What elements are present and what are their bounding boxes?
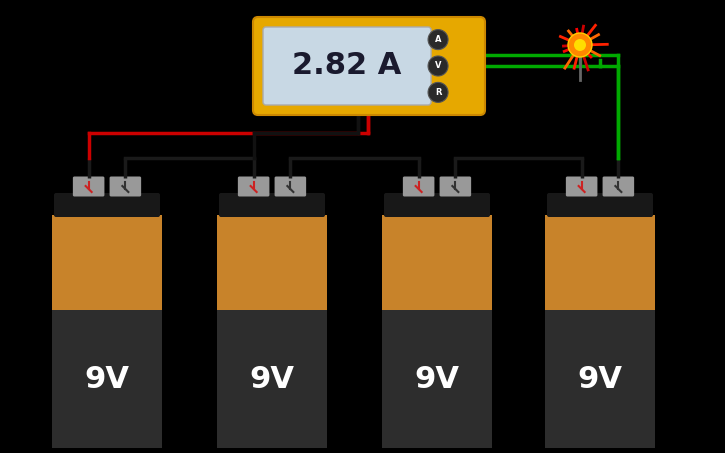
Text: 9V: 9V [85,365,130,394]
FancyBboxPatch shape [72,177,104,197]
Bar [545,310,655,448]
FancyBboxPatch shape [238,177,270,197]
Bar [217,215,327,310]
Circle shape [428,82,448,102]
Bar [52,310,162,448]
Bar [545,215,655,310]
Text: 9V: 9V [415,365,460,394]
Circle shape [428,29,448,49]
Circle shape [428,56,448,76]
Bar [217,310,327,448]
FancyBboxPatch shape [602,177,634,197]
Text: A: A [435,35,442,44]
FancyBboxPatch shape [384,193,490,217]
FancyBboxPatch shape [403,177,434,197]
FancyBboxPatch shape [253,17,485,115]
Circle shape [574,39,586,51]
Bar [382,310,492,448]
FancyBboxPatch shape [439,177,471,197]
Text: 9V: 9V [578,365,623,394]
FancyBboxPatch shape [109,177,141,197]
FancyBboxPatch shape [263,27,431,105]
Text: V: V [435,62,442,71]
FancyBboxPatch shape [547,193,653,217]
FancyBboxPatch shape [54,193,160,217]
Circle shape [568,33,592,57]
Text: 2.82 A: 2.82 A [292,52,402,81]
FancyBboxPatch shape [275,177,306,197]
Text: R: R [435,88,442,97]
FancyBboxPatch shape [566,177,597,197]
Text: 9V: 9V [249,365,294,394]
Bar [52,215,162,310]
Bar [382,215,492,310]
FancyBboxPatch shape [219,193,325,217]
